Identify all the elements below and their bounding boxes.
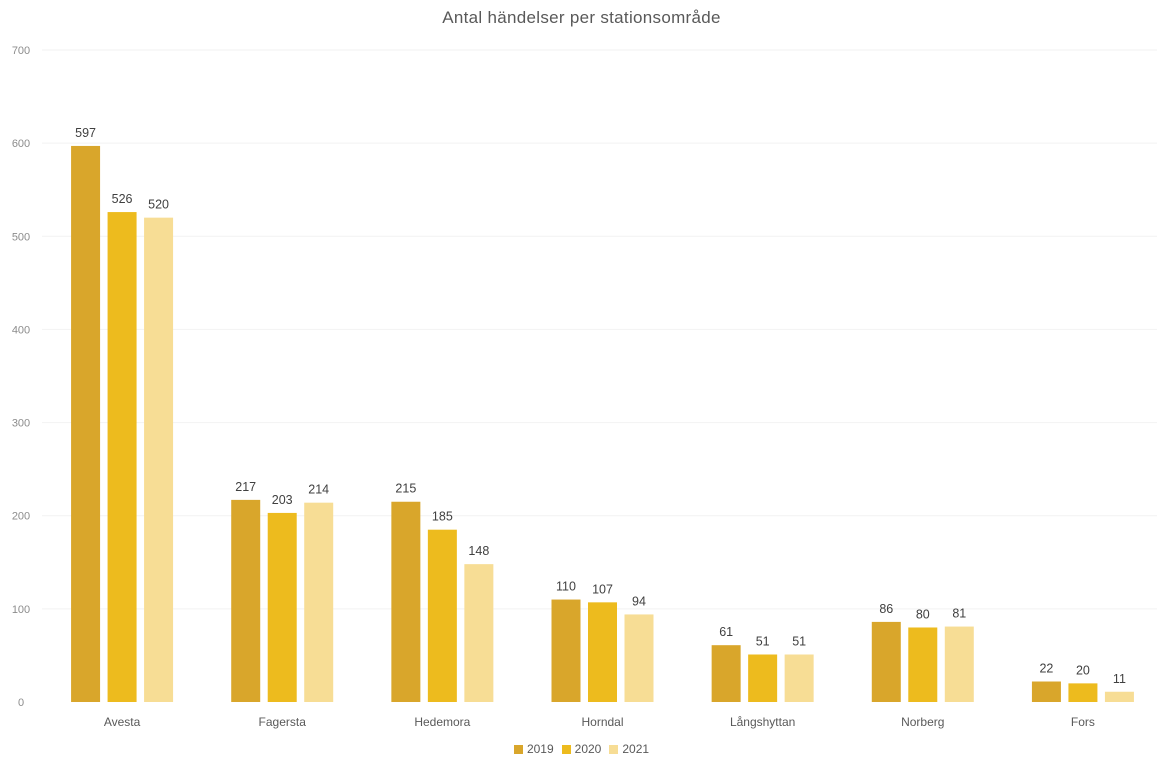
bar	[391, 501, 421, 702]
data-label: 81	[952, 607, 966, 621]
bar	[464, 564, 494, 702]
data-label: 51	[756, 634, 770, 648]
bar	[231, 499, 261, 702]
x-tick-label: Långshyttan	[730, 715, 795, 729]
data-label: 80	[916, 607, 930, 621]
data-label: 526	[112, 192, 133, 206]
data-label: 215	[395, 482, 416, 496]
bar	[144, 217, 174, 702]
data-label: 86	[879, 602, 893, 616]
data-label: 22	[1039, 662, 1053, 676]
data-label: 217	[235, 480, 256, 494]
legend-label: 2019	[526, 742, 554, 756]
legend-item: 2021	[609, 742, 649, 756]
bar	[748, 654, 778, 702]
y-tick-label: 0	[18, 697, 24, 709]
bar	[267, 512, 297, 702]
data-label: 94	[632, 594, 646, 608]
x-tick-label: Fors	[1071, 715, 1095, 729]
data-label: 214	[308, 483, 329, 497]
data-label: 20	[1076, 663, 1090, 677]
data-label: 185	[432, 510, 453, 524]
bar	[304, 502, 334, 702]
data-label: 61	[719, 625, 733, 639]
bar	[871, 621, 901, 702]
bar	[624, 614, 654, 702]
y-tick-label: 600	[12, 138, 30, 150]
legend-item: 2020	[561, 742, 602, 756]
bar	[908, 627, 938, 702]
bar	[1104, 691, 1134, 702]
legend-label: 2020	[574, 742, 602, 756]
y-tick-label: 700	[12, 45, 30, 57]
bar	[71, 145, 101, 703]
bar	[1031, 681, 1061, 702]
data-label: 148	[468, 544, 489, 558]
y-tick-label: 500	[12, 231, 30, 243]
legend-swatch	[609, 744, 619, 754]
bar	[1068, 683, 1098, 702]
legend-item: 2019	[513, 742, 554, 756]
legend-swatch	[513, 744, 523, 754]
y-tick-label: 200	[12, 511, 30, 523]
data-label: 51	[792, 634, 806, 648]
bar	[107, 212, 137, 702]
chart-title: Antal händelser per stationsområde	[442, 8, 721, 27]
x-tick-label: Fagersta	[259, 715, 307, 729]
data-label: 520	[148, 198, 169, 212]
data-label: 203	[272, 493, 293, 507]
bar	[784, 654, 814, 702]
x-tick-label: Horndal	[581, 715, 623, 729]
data-label: 597	[75, 126, 96, 140]
x-tick-label: Norberg	[901, 715, 944, 729]
legend-swatch	[561, 744, 571, 754]
y-tick-label: 400	[12, 324, 30, 336]
bar	[427, 529, 457, 702]
data-label: 107	[592, 582, 613, 596]
bar	[944, 626, 974, 702]
x-tick-label: Hedemora	[414, 715, 470, 729]
data-label: 110	[556, 580, 576, 594]
bar	[588, 602, 617, 702]
data-label: 11	[1113, 672, 1126, 686]
bar	[551, 599, 581, 702]
legend: 2019 2020 2021	[0, 742, 1163, 757]
y-tick-label: 300	[12, 418, 30, 430]
y-tick-label: 100	[12, 604, 30, 616]
bar	[711, 645, 741, 702]
x-tick-label: Avesta	[104, 715, 141, 729]
legend-label: 2021	[622, 742, 650, 756]
